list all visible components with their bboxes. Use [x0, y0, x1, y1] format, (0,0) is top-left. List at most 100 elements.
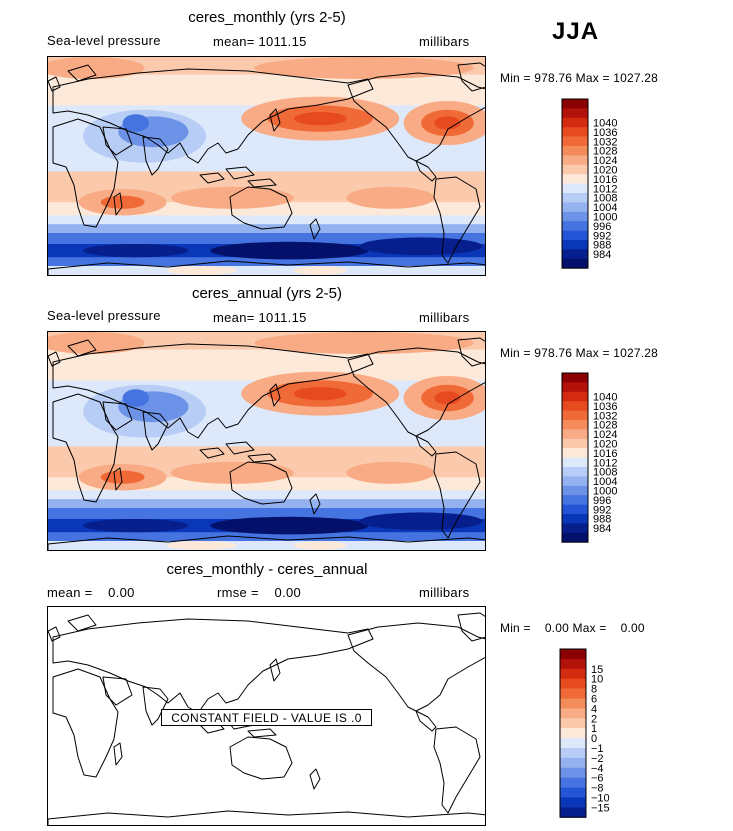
field-contour	[293, 112, 347, 126]
field-contour	[100, 470, 145, 484]
colorbar-swatch	[562, 211, 588, 222]
field-contour	[170, 461, 294, 484]
colorbar-tick-label: 996	[593, 221, 611, 233]
colorbar-swatch	[560, 649, 586, 660]
colorbar-swatch	[560, 708, 586, 719]
coastline	[457, 612, 485, 642]
field-contour	[48, 332, 145, 354]
colorbar-swatch	[560, 668, 586, 679]
colorbar-swatch	[562, 373, 588, 383]
panel-1-colorbar: 1040 1036 1032 1028 1024 1020 1016 1012 1008 1004…	[561, 98, 632, 274]
coastline	[457, 62, 485, 92]
panel-1-map	[47, 56, 486, 276]
field-band	[48, 266, 485, 275]
coastline	[309, 218, 321, 240]
panel-2-variable-label: Sea-level pressure	[47, 308, 161, 323]
field-band	[48, 532, 485, 542]
colorbar-swatch	[562, 174, 588, 184]
field-contour	[170, 186, 294, 209]
colorbar-tick-label: 1000	[593, 486, 617, 498]
field-contour	[210, 241, 369, 260]
colorbar-swatch	[560, 698, 586, 709]
colorbar-swatch	[562, 258, 588, 269]
field-band	[48, 490, 485, 500]
colorbar-tick-label: 988	[593, 240, 611, 252]
coastline	[199, 172, 225, 184]
panel-1-title: ceres_monthly (yrs 2-5)	[188, 9, 346, 26]
field-contour	[346, 461, 435, 484]
field-contour	[359, 237, 483, 255]
coastline	[67, 339, 97, 357]
panel-3-title: ceres_monthly - ceres_annual	[166, 561, 368, 578]
colorbar-tick-label: 1020	[593, 439, 617, 451]
colorbar-swatch	[562, 127, 588, 137]
colorbar-swatch	[562, 221, 588, 231]
colorbar-tick-label: 0	[591, 733, 597, 745]
coastline	[415, 435, 437, 457]
coastline	[48, 260, 485, 275]
colorbar-swatch	[560, 658, 586, 670]
colorbar-swatch	[560, 767, 586, 778]
colorbar-swatch	[560, 678, 586, 689]
field-band	[48, 349, 485, 381]
colorbar-tick-label: 1036	[593, 127, 617, 139]
colorbar-tick-label: 1	[591, 723, 597, 735]
colorbar-tick-label: 1024	[593, 155, 617, 167]
coastline	[269, 108, 281, 132]
panel-1-range-text: Min = 978.76 Max = 1027.28	[500, 71, 658, 85]
colorbar-swatch	[562, 523, 588, 534]
coastline	[269, 383, 281, 407]
constant-field-label: CONSTANT FIELD - VALUE IS .0	[161, 709, 372, 726]
coastline	[225, 441, 255, 455]
coastline	[309, 768, 321, 790]
colorbar-tick-label: 1016	[593, 174, 617, 186]
panel-2-mean-label: mean= 1011.15	[213, 310, 307, 325]
field-contour	[122, 389, 149, 407]
colorbar-tick-label: 2	[591, 713, 597, 725]
coastline	[67, 614, 97, 632]
field-band	[48, 74, 485, 106]
colorbar-swatch	[562, 382, 588, 393]
colorbar-swatch	[560, 728, 586, 739]
colorbar-swatch	[560, 757, 586, 769]
field-contour	[346, 186, 435, 209]
coastline	[457, 337, 485, 367]
coastline	[269, 658, 281, 682]
colorbar-swatch	[560, 738, 586, 749]
coastline	[48, 535, 485, 550]
coastline	[142, 686, 169, 726]
panel-3-mean-label: mean = 0.00	[47, 585, 135, 600]
panel-2-range-text: Min = 978.76 Max = 1027.28	[500, 346, 658, 360]
coastline	[433, 451, 481, 539]
colorbar-tick-label: 1024	[593, 429, 617, 441]
colorbar-tick-label: 1004	[593, 202, 617, 214]
coastline	[247, 178, 277, 188]
coastline	[113, 467, 123, 491]
panel-2-map	[47, 331, 486, 551]
colorbar-swatch	[562, 504, 588, 515]
colorbar-swatch	[562, 476, 588, 487]
colorbar-swatch	[562, 202, 588, 213]
colorbar-tick-label: 1040	[593, 118, 617, 130]
panel-2-units-label: millibars	[419, 310, 470, 325]
coastline	[48, 351, 61, 367]
coastline	[415, 710, 437, 732]
colorbar-tick-label: 988	[593, 514, 611, 526]
field-contour	[83, 244, 189, 258]
colorbar-swatch	[562, 108, 588, 119]
colorbar-tick-label: 1028	[593, 146, 617, 158]
field-contour	[48, 57, 145, 79]
coastline	[52, 343, 374, 439]
field-contour	[210, 516, 369, 535]
colorbar-tick-label: 1004	[593, 476, 617, 488]
colorbar-tick-label: 1000	[593, 212, 617, 224]
colorbar-tick-label: 1040	[593, 392, 617, 404]
colorbar-tick-label: −2	[591, 753, 604, 765]
panel-3-colorbar: 15 10 8 6 4 2 1 0 −1 −2 −4 −6 −8 −10 −15	[559, 648, 630, 824]
colorbar-swatch	[560, 797, 586, 808]
colorbar-swatch	[562, 438, 588, 449]
field-contour	[434, 391, 461, 405]
coastline	[102, 401, 133, 431]
colorbar-swatch	[562, 429, 588, 440]
coastline	[52, 393, 119, 503]
